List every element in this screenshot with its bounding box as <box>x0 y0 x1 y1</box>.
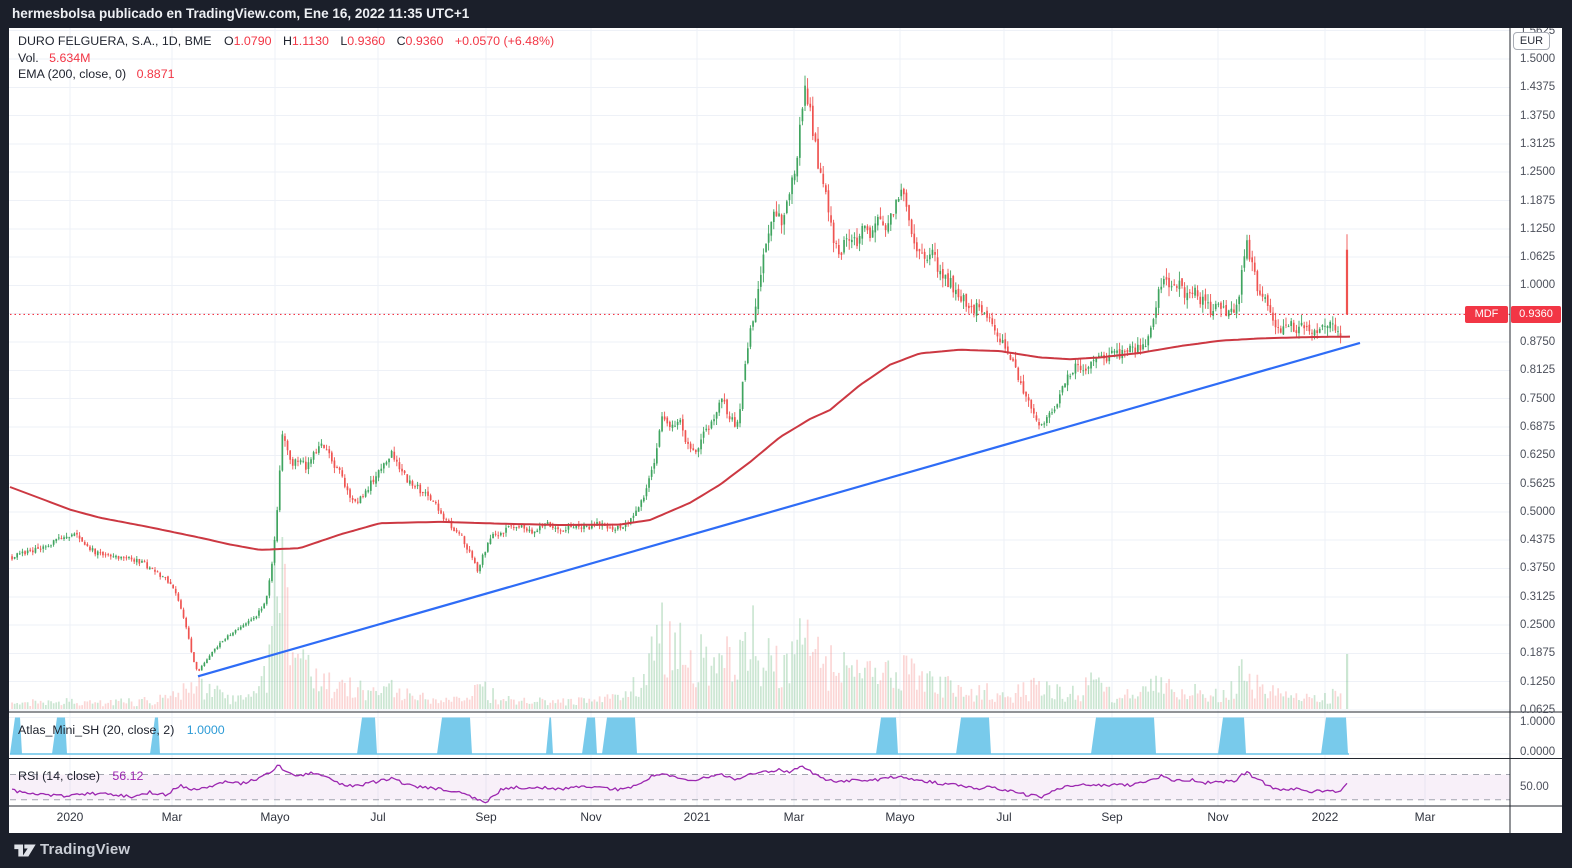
rsi-legend-row[interactable]: RSI (14, close) 56.12 <box>18 769 143 783</box>
ema-value: 0.8871 <box>136 67 175 81</box>
price-axis-tick: 1.2500 <box>1520 166 1556 178</box>
price-axis-tick: 1.1250 <box>1520 223 1556 235</box>
high-label: H <box>282 34 292 48</box>
ema-label: EMA (200, close, 0) <box>18 67 127 81</box>
trendline <box>197 341 1361 678</box>
rsi-line <box>11 764 1348 804</box>
currency-badge[interactable]: EUR <box>1513 32 1550 50</box>
time-axis-tick: Mar <box>161 810 183 824</box>
price-axis-tick: 1.4375 <box>1520 81 1556 93</box>
price-axis-tick: 1.3750 <box>1520 110 1556 122</box>
price-axis-tick: 1.1875 <box>1520 195 1556 207</box>
volume-bars-down <box>11 563 1342 709</box>
time-axis-tick: 2022 <box>1311 810 1339 824</box>
low-value: 0.9360 <box>347 34 386 48</box>
price-axis-tick: 0.4375 <box>1520 534 1556 546</box>
footer-bar: TradingView <box>0 833 1572 868</box>
volume-bars-up <box>13 537 1349 709</box>
ema-200-line <box>9 335 1351 551</box>
price-axis-tick: 0.3125 <box>1520 591 1556 603</box>
price-axis-tick: 0.5625 <box>1520 478 1556 490</box>
rsi-label: RSI (14, close) <box>18 769 100 783</box>
time-axis-tick: Mar <box>1414 810 1436 824</box>
time-axis-tick: Jul <box>996 810 1012 824</box>
candle-bodies-up <box>13 85 1339 671</box>
ema-legend-row[interactable]: EMA (200, close, 0) 0.8871 <box>18 66 562 83</box>
price-axis-tick: 0.3750 <box>1520 562 1556 574</box>
time-axis-tick: Mar <box>783 810 805 824</box>
price-axis-tick: 0.1250 <box>1520 676 1556 688</box>
candle-wicks-up <box>14 75 1339 671</box>
candle-bodies-down <box>11 88 1349 671</box>
atlas-legend-row[interactable]: Atlas_Mini_SH (20, close, 2) 1.0000 <box>18 723 225 737</box>
open-label: O <box>223 34 234 48</box>
high-value: 1.1130 <box>291 34 329 48</box>
atlas-axis-tick: 1.0000 <box>1520 716 1556 728</box>
close-label: C <box>396 34 406 48</box>
atlas-axis-tick: 0.0000 <box>1520 746 1556 758</box>
price-axis-tick: 0.8750 <box>1520 336 1556 348</box>
open-value: 1.0790 <box>233 34 272 48</box>
grid-lines <box>9 28 1510 806</box>
symbol-price-flag: MDF <box>1465 306 1508 323</box>
chart-canvas[interactable] <box>9 28 1562 833</box>
price-axis-tick: 0.1875 <box>1520 647 1556 659</box>
time-axis-tick: Mayo <box>260 810 290 824</box>
price-axis-tick: 0.8125 <box>1520 364 1556 376</box>
time-axis-tick: Nov <box>1207 810 1229 824</box>
symbol-title: DURO FELGUERA, S.A., 1D, BME <box>18 34 212 48</box>
rsi-limit-lines <box>10 774 1510 801</box>
price-axis-tick: 0.7500 <box>1520 393 1556 405</box>
price-axis-tick: 0.0625 <box>1520 704 1556 716</box>
tradingview-brand[interactable]: TradingView <box>40 841 131 858</box>
chart-card: DURO FELGUERA, S.A., 1D, BME O1.0790 H1.… <box>9 28 1562 833</box>
price-axis-tick: 1.0625 <box>1520 251 1556 263</box>
low-label: L <box>340 34 348 48</box>
last-price-badge: 0.9360 <box>1511 306 1561 323</box>
price-axis-tick: 0.2500 <box>1520 619 1556 631</box>
time-axis-tick: 2021 <box>683 810 711 824</box>
pane-separators <box>9 28 1562 833</box>
atlas-label: Atlas_Mini_SH (20, close, 2) <box>18 723 175 737</box>
volume-value: 5.634M <box>49 50 91 65</box>
header-bar: hermesbolsa publicado en TradingView.com… <box>0 0 1572 28</box>
price-axis-tick: 1.5000 <box>1520 53 1556 65</box>
time-axis-tick: Nov <box>580 810 602 824</box>
time-axis-tick: Jul <box>370 810 386 824</box>
time-axis-tick: 2020 <box>56 810 84 824</box>
time-axis-tick: Sep <box>475 810 497 824</box>
candle-wicks-down <box>11 78 1348 672</box>
price-axis-tick: 0.5000 <box>1520 506 1556 518</box>
time-axis-tick: Sep <box>1101 810 1123 824</box>
close-value: 0.9360 <box>405 34 444 48</box>
rsi-value: 56.12 <box>112 769 144 783</box>
price-axis-tick: 1.3125 <box>1520 138 1556 150</box>
change-value: +0.0570 (+6.48%) <box>454 34 555 48</box>
price-axis-tick: 0.6250 <box>1520 449 1556 461</box>
symbol-legend-row[interactable]: DURO FELGUERA, S.A., 1D, BME O1.0790 H1.… <box>18 33 562 50</box>
price-axis-tick: 1.0000 <box>1520 279 1556 291</box>
chart-legend[interactable]: DURO FELGUERA, S.A., 1D, BME O1.0790 H1.… <box>18 33 562 83</box>
volume-label: Vol. <box>18 50 39 65</box>
atlas-value: 1.0000 <box>186 723 225 737</box>
rsi-band <box>10 774 1510 800</box>
time-axis-tick: Mayo <box>885 810 915 824</box>
rsi-axis-tick: 50.00 <box>1520 781 1549 793</box>
tradingview-logo-icon[interactable] <box>13 841 37 860</box>
published-caption: hermesbolsa publicado en TradingView.com… <box>12 6 470 21</box>
volume-legend-row[interactable]: Vol. 5.634M <box>18 50 562 67</box>
price-axis-tick: 0.6875 <box>1520 421 1556 433</box>
